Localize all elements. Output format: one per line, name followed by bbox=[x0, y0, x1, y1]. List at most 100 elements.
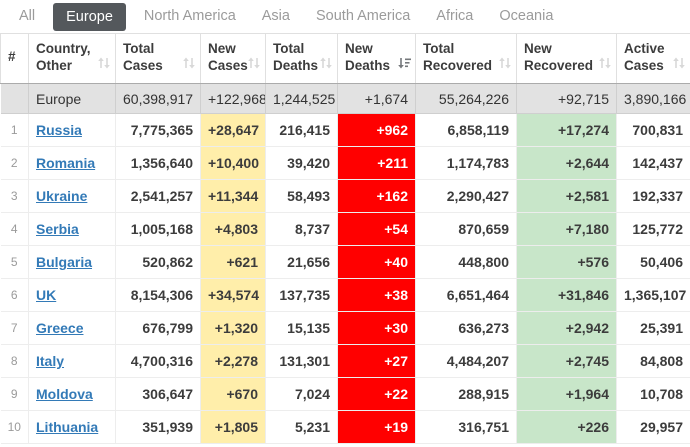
col-label-line1: New bbox=[524, 40, 552, 56]
table-row: 1 Russia 7,775,365 +28,647 216,415 +962 6,858,… bbox=[0, 113, 690, 147]
country-link-russia[interactable]: Russia bbox=[36, 122, 82, 138]
summary-region-cell: Europe bbox=[28, 83, 116, 114]
sort-updown-icon bbox=[97, 57, 111, 74]
new-deaths-cell: +40 bbox=[337, 245, 416, 279]
new-deaths-cell: +27 bbox=[337, 344, 416, 378]
new-deaths-cell: +211 bbox=[337, 146, 416, 180]
new-cases-cell: +34,574 bbox=[200, 278, 266, 312]
new-cases-cell: +10,400 bbox=[200, 146, 266, 180]
country-cell: Russia bbox=[28, 113, 116, 147]
active-cases-cell: 10,708 bbox=[616, 377, 690, 411]
col-header-total-cases[interactable]: Total Cases bbox=[115, 33, 201, 84]
col-label-line2: Recovered bbox=[423, 57, 493, 73]
tab-europe[interactable]: Europe bbox=[53, 2, 126, 31]
summary-total-cases-cell: 60,398,917 bbox=[115, 83, 201, 114]
total-recovered-cell: 870,659 bbox=[415, 212, 517, 246]
total-recovered-cell: 636,273 bbox=[415, 311, 517, 345]
tab-all[interactable]: All bbox=[19, 8, 36, 24]
summary-new-recovered-cell: +92,715 bbox=[516, 83, 617, 114]
tab-north-america[interactable]: North America bbox=[143, 8, 236, 24]
new-recovered-cell: +17,274 bbox=[516, 113, 617, 147]
table-row: 5 Bulgaria 520,862 +621 21,656 +40 448,800 +576… bbox=[0, 245, 690, 279]
country-cell: Bulgaria bbox=[28, 245, 116, 279]
tab-asia[interactable]: Asia bbox=[261, 8, 290, 24]
col-label-line1: Total bbox=[123, 40, 155, 56]
new-recovered-cell: +7,180 bbox=[516, 212, 617, 246]
country-cell: Ukraine bbox=[28, 179, 116, 213]
new-deaths-cell: +19 bbox=[337, 410, 416, 444]
new-cases-cell: +1,320 bbox=[200, 311, 266, 345]
total-recovered-cell: 316,751 bbox=[415, 410, 517, 444]
col-header-new-cases[interactable]: New Cases bbox=[200, 33, 266, 84]
rank-cell: 7 bbox=[0, 311, 29, 345]
country-link-uk[interactable]: UK bbox=[36, 287, 57, 303]
rank-cell: 6 bbox=[0, 278, 29, 312]
country-cell: Moldova bbox=[28, 377, 116, 411]
rank-cell: 3 bbox=[0, 179, 29, 213]
new-cases-cell: +621 bbox=[200, 245, 266, 279]
col-header-total-recovered[interactable]: Total Recovered bbox=[415, 33, 517, 84]
col-label-line2: Recovered bbox=[524, 57, 594, 73]
col-label-line1: Total bbox=[273, 40, 305, 56]
country-link-moldova[interactable]: Moldova bbox=[36, 386, 93, 402]
country-link-ukraine[interactable]: Ukraine bbox=[36, 188, 88, 204]
total-cases-cell: 8,154,306 bbox=[115, 278, 201, 312]
col-header-rank: # bbox=[0, 33, 29, 84]
table-row: 7 Greece 676,799 +1,320 15,135 +30 636,273 +2,9… bbox=[0, 311, 690, 345]
rank-cell: 2 bbox=[0, 146, 29, 180]
col-label-line2: Other bbox=[36, 57, 73, 73]
total-cases-cell: 1,005,168 bbox=[115, 212, 201, 246]
tab-africa[interactable]: Africa bbox=[436, 8, 474, 24]
col-label-line1: New bbox=[345, 40, 373, 56]
col-header-active-cases[interactable]: Active Cases bbox=[616, 33, 690, 84]
tab-south-america[interactable]: South America bbox=[315, 8, 411, 24]
total-cases-cell: 7,775,365 bbox=[115, 113, 201, 147]
country-link-romania[interactable]: Romania bbox=[36, 155, 96, 171]
table-row: 3 Ukraine 2,541,257 +11,344 58,493 +162 2,290,… bbox=[0, 179, 690, 213]
country-link-italy[interactable]: Italy bbox=[36, 353, 65, 369]
rank-cell: 5 bbox=[0, 245, 29, 279]
active-cases-cell: 192,337 bbox=[616, 179, 690, 213]
new-deaths-cell: +22 bbox=[337, 377, 416, 411]
col-header-total-deaths[interactable]: Total Deaths bbox=[265, 33, 338, 84]
col-header-country[interactable]: Country, Other bbox=[28, 33, 116, 84]
country-link-serbia[interactable]: Serbia bbox=[36, 221, 79, 237]
col-label-line1: Total bbox=[423, 40, 455, 56]
new-cases-cell: +670 bbox=[200, 377, 266, 411]
table-row: 4 Serbia 1,005,168 +4,803 8,737 +54 870,659 +7,… bbox=[0, 212, 690, 246]
col-label-line2: Deaths bbox=[273, 57, 319, 73]
country-link-bulgaria[interactable]: Bulgaria bbox=[36, 254, 93, 270]
total-deaths-cell: 137,735 bbox=[265, 278, 338, 312]
country-link-lithuania[interactable]: Lithuania bbox=[36, 419, 99, 435]
active-cases-cell: 84,808 bbox=[616, 344, 690, 378]
sort-updown-icon bbox=[319, 57, 333, 74]
covid-stats-table: # Country, Other Total Cases New Cases Total Dea… bbox=[0, 33, 690, 444]
tab-oceania[interactable]: Oceania bbox=[499, 8, 554, 24]
col-label-line2: Cases bbox=[624, 57, 664, 73]
country-cell: UK bbox=[28, 278, 116, 312]
new-deaths-cell: +962 bbox=[337, 113, 416, 147]
col-label-line1: Country, bbox=[36, 40, 91, 56]
rank-cell: 1 bbox=[0, 113, 29, 147]
new-recovered-cell: +2,942 bbox=[516, 311, 617, 345]
col-label-line2: Deaths bbox=[345, 57, 391, 73]
continent-summary-row: Europe 60,398,917 +122,968 1,244,525 +1,674 5… bbox=[0, 83, 690, 114]
col-label-line2: Cases bbox=[123, 57, 163, 73]
new-cases-cell: +11,344 bbox=[200, 179, 266, 213]
col-header-new-recovered[interactable]: New Recovered bbox=[516, 33, 617, 84]
summary-active-cases-cell: 3,890,166 bbox=[616, 83, 690, 114]
total-deaths-cell: 7,024 bbox=[265, 377, 338, 411]
total-recovered-cell: 448,800 bbox=[415, 245, 517, 279]
col-header-new-deaths[interactable]: New Deaths bbox=[337, 33, 416, 84]
total-cases-cell: 306,647 bbox=[115, 377, 201, 411]
country-link-greece[interactable]: Greece bbox=[36, 320, 84, 336]
sort-updown-icon bbox=[182, 57, 196, 74]
total-recovered-cell: 6,858,119 bbox=[415, 113, 517, 147]
new-recovered-cell: +2,581 bbox=[516, 179, 617, 213]
total-cases-cell: 1,356,640 bbox=[115, 146, 201, 180]
new-cases-cell: +4,803 bbox=[200, 212, 266, 246]
active-cases-cell: 1,365,107 bbox=[616, 278, 690, 312]
total-deaths-cell: 5,231 bbox=[265, 410, 338, 444]
summary-rank-cell bbox=[0, 83, 29, 114]
